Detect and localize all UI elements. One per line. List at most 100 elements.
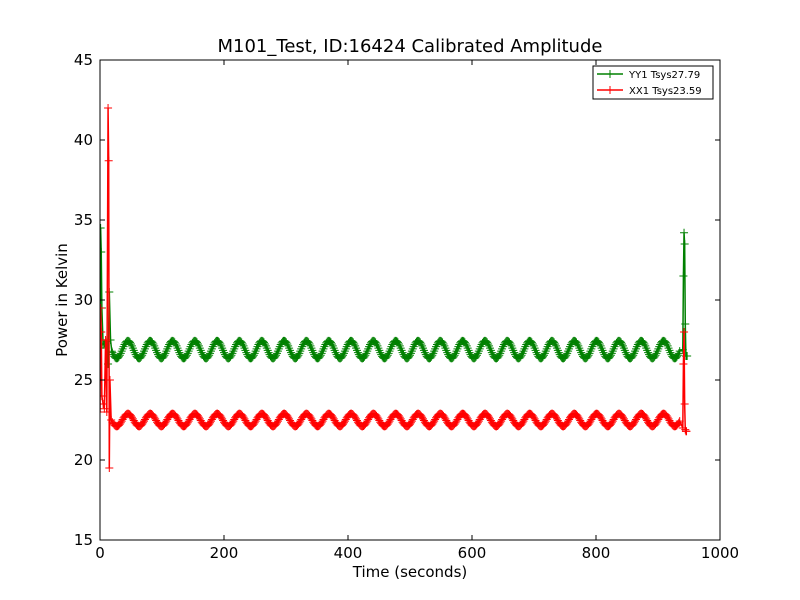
legend-marker	[606, 70, 614, 78]
data-point	[164, 342, 173, 351]
data-point	[115, 351, 124, 360]
data-point	[574, 413, 583, 422]
data-point	[306, 413, 315, 422]
data-point	[153, 348, 162, 357]
data-point	[273, 418, 282, 427]
data-point	[104, 104, 113, 112]
data-point	[320, 342, 329, 351]
x-tick-label: 1000	[701, 544, 739, 562]
data-point	[206, 418, 215, 427]
data-point	[242, 348, 251, 357]
data-point	[387, 342, 396, 351]
data-point	[137, 352, 146, 361]
data-point	[284, 413, 293, 422]
data-point	[679, 272, 688, 280]
data-point	[139, 418, 148, 427]
data-point	[248, 352, 257, 361]
data-point	[398, 348, 407, 357]
data-point	[565, 342, 574, 351]
data-point	[159, 352, 168, 361]
data-point	[564, 417, 573, 426]
data-point	[554, 348, 563, 357]
y-tick-label: 20	[74, 451, 93, 469]
data-point	[140, 417, 149, 426]
data-point	[507, 413, 516, 422]
data-point	[516, 352, 525, 361]
data-point	[679, 360, 688, 368]
data-point	[406, 351, 414, 360]
data-point	[181, 352, 190, 361]
data-point	[629, 351, 638, 360]
data-point	[215, 338, 224, 347]
data-point	[114, 352, 123, 361]
data-point	[393, 338, 402, 347]
data-point	[561, 352, 570, 361]
data-point	[342, 342, 351, 351]
data-point	[573, 339, 582, 348]
data-point	[100, 248, 106, 256]
data-point	[551, 339, 560, 348]
data-point	[372, 339, 381, 348]
data-point	[496, 418, 505, 427]
data-point	[217, 413, 226, 422]
series-layer	[100, 104, 692, 472]
data-point	[195, 414, 204, 423]
data-point	[149, 339, 158, 348]
data-point	[662, 339, 671, 348]
data-point	[253, 342, 262, 351]
data-point	[130, 348, 139, 357]
data-point	[597, 414, 606, 423]
data-point	[631, 417, 640, 426]
data-point	[339, 418, 348, 427]
data-point	[666, 348, 675, 357]
data-point	[317, 418, 326, 427]
data-point	[384, 418, 393, 427]
data-point	[161, 418, 170, 427]
x-axis-label: Time (seconds)	[352, 563, 468, 581]
data-point	[596, 413, 605, 422]
data-point	[594, 338, 603, 347]
data-point	[599, 348, 608, 357]
data-point	[651, 351, 660, 360]
data-point	[183, 418, 192, 427]
data-point	[409, 342, 418, 351]
data-point	[619, 414, 628, 423]
legend-marker	[606, 86, 614, 94]
data-point	[438, 338, 447, 347]
data-point	[530, 414, 539, 423]
data-point	[350, 339, 359, 348]
data-point	[126, 338, 135, 347]
data-point	[430, 417, 439, 426]
data-point	[653, 417, 662, 426]
data-point	[361, 351, 370, 360]
data-point	[119, 342, 128, 351]
data-point	[532, 348, 541, 357]
data-point	[674, 418, 683, 427]
data-point	[655, 342, 664, 351]
legend-label: XX1 Tsys23.59	[629, 86, 702, 97]
data-point	[285, 414, 294, 423]
data-point	[644, 348, 653, 357]
data-point	[505, 338, 514, 347]
data-point	[216, 339, 225, 348]
data-point	[449, 352, 458, 361]
data-point	[608, 417, 617, 426]
data-point	[474, 417, 483, 426]
y-tick-label: 25	[74, 371, 93, 389]
data-point	[495, 351, 504, 360]
data-point	[680, 228, 689, 237]
data-point	[100, 328, 106, 336]
data-point	[127, 413, 136, 422]
data-point	[238, 339, 247, 348]
data-point	[184, 417, 193, 426]
x-axis: 0 200 400 600 800 1000	[95, 60, 739, 562]
data-point	[462, 413, 471, 422]
data-point	[360, 352, 369, 361]
y-tick-label: 35	[74, 211, 93, 229]
data-point	[675, 417, 684, 426]
data-point	[562, 351, 571, 360]
data-point	[628, 352, 637, 361]
data-point	[316, 351, 325, 360]
data-point	[606, 351, 615, 360]
data-point	[575, 414, 584, 423]
